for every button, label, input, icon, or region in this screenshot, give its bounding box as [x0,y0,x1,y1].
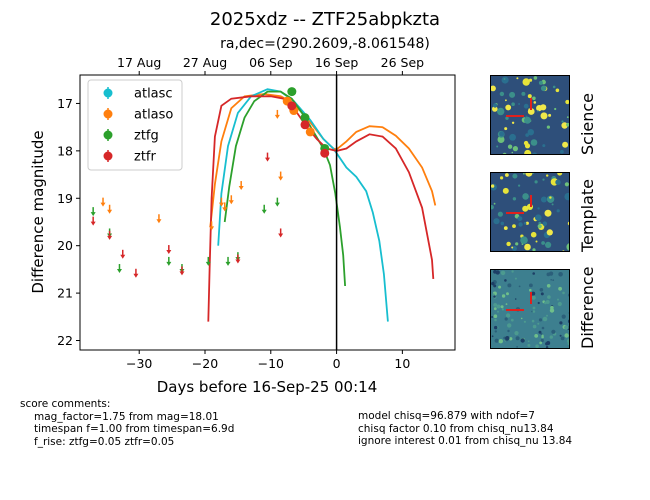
upper-limit-arrow-ztfg [90,212,96,217]
upper-limit-arrow-atlaso [209,226,215,231]
legend-marker-atlasc [103,88,113,98]
x-tick-label: 10 [394,356,410,371]
y-tick-label: 18 [57,143,73,158]
score-comments-right: model chisq=96.879 with ndof=7 chisq fact… [358,410,572,448]
top-tick-label: 26 Sep [381,55,425,70]
stamp-difference [490,269,570,349]
upper-limit-arrow-ztfg [225,261,231,266]
legend-label-atlaso: atlaso [134,108,173,123]
upper-limit-arrow-atlaso [156,219,162,224]
comment-line: mag_factor=1.75 from mag=18.01 [34,410,219,423]
upper-limit-arrow-ztfr [278,233,284,238]
y-tick-label: 22 [57,333,73,348]
score-comments-heading: score comments: [20,398,111,410]
legend-marker-ztfr [103,151,113,161]
stamp-label-difference: Difference [578,266,597,349]
top-tick-label: 16 Sep [315,55,359,70]
model-curve-ztfr [207,95,435,322]
legend-marker-atlaso [103,109,113,119]
upper-limit-arrow-atlaso [228,200,234,205]
y-tick-label: 21 [57,286,73,301]
detection-ztfr [300,120,310,130]
upper-limit-arrow-ztfg [261,209,267,214]
model-curve-atlasc [217,88,389,322]
upper-limit-arrow-ztfg [274,202,280,207]
comment-line: ignore interest 0.01 from chisq_nu 13.84 [358,435,573,447]
legend-label-ztfg: ztfg [134,129,159,144]
upper-limit-arrow-atlaso [238,186,244,191]
detection-ztfr [320,148,330,158]
upper-limit-arrow-ztfr [265,157,270,162]
legend-box [87,79,183,171]
figure-subtitle: ra,dec=(290.2609,-8.061548) [220,36,430,52]
upper-limit-arrow-ztfg [205,261,211,266]
upper-limit-arrow-ztfr [166,250,172,255]
comment-line: timespan f=1.00 from timespan=6.9d [34,423,235,435]
upper-limit-arrow-ztfr [90,221,96,226]
model-curve-ztfg [223,90,346,287]
stamp-image [491,270,569,348]
top-tick-label: 27 Aug [183,55,227,70]
comment-line: chisq factor 0.10 from chisq_nu13.84 [358,422,554,435]
legend-label-atlasc: atlasc [134,87,173,102]
upper-limit-arrow-atlaso [222,207,228,212]
upper-limit-arrow-atlaso [278,176,284,181]
x-tick-label: −10 [258,356,284,371]
score-comments-left: score comments: mag_factor=1.75 from mag=… [20,398,234,448]
upper-limit-arrow-atlaso [107,209,113,214]
x-tick-label: −20 [192,356,218,371]
comment-line: model chisq=96.879 with ndof=7 [358,410,535,422]
detection-ztfg [287,87,297,97]
upper-limit-arrow-ztfr [235,259,241,264]
detection-ztfg [300,113,310,123]
stamp-science [490,75,570,155]
comment-line: f_rise: ztfg=0.05 ztfr=0.05 [34,435,175,448]
stamp-label-science: Science [578,92,597,155]
x-tick-label: 0 [333,356,341,371]
upper-limit-arrow-atlaso [100,202,106,207]
axes-frame [79,74,456,351]
legend-label-ztfr: ztfr [134,150,156,165]
top-tick-label: 17 Aug [117,55,161,70]
upper-limit-arrow-ztfg [116,269,122,274]
stamp-image [491,76,569,154]
plot-area: −30 −20 −10 0 10 17 Aug 27 Aug 06 Sep 16 Sep 26 S… [57,55,456,371]
upper-limit-arrow-atlaso [218,202,224,207]
upper-limit-arrow-atlaso [274,114,280,119]
stamp-template [490,172,570,252]
figure-title: 2025xdz -- ZTF25abpkzta [210,9,440,30]
detection-atlaso [305,127,315,137]
upper-limit-arrow-ztfg [166,261,172,266]
stamp-image [491,173,569,251]
upper-limit-arrow-ztfr [107,235,113,240]
legend: atlasc atlaso ztfg ztfr [87,79,183,171]
x-tick-label: −30 [126,356,152,371]
legend-marker-ztfg [103,130,113,140]
upper-limit-arrow-ztfr [120,254,126,259]
upper-limit-arrow-ztfr [179,271,185,276]
y-axis-label: Difference magnitude [29,130,47,293]
stamp-label-template: Template [578,178,597,252]
y-tick-label: 19 [57,191,73,206]
x-axis-label: Days before 16-Sep-25 00:14 [157,378,378,396]
y-tick-label: 20 [57,238,73,253]
top-tick-label: 06 Sep [249,55,293,70]
detection-ztfr [287,101,297,111]
y-tick-label: 17 [57,96,73,111]
upper-limit-arrow-ztfr [133,273,139,278]
